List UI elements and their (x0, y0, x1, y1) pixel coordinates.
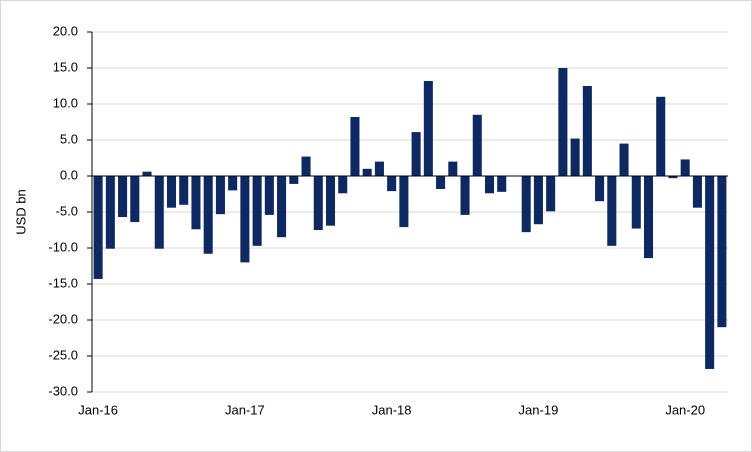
bar (362, 168, 372, 176)
bar (533, 176, 543, 225)
bar (423, 80, 433, 176)
bar (692, 176, 702, 208)
x-tick-label: Jan-19 (519, 402, 559, 417)
bar (656, 96, 666, 176)
bar (105, 176, 115, 249)
bar (277, 176, 287, 238)
y-tick-label: -5.0 (56, 203, 78, 218)
bar (240, 176, 250, 263)
bar (411, 132, 421, 176)
bar (436, 176, 446, 189)
bar (595, 176, 605, 202)
bar (374, 161, 384, 176)
y-axis-label: USD bn (13, 189, 28, 235)
bar (154, 176, 164, 249)
x-tick-label: Jan-20 (665, 402, 705, 417)
bar (142, 171, 152, 176)
bar (570, 138, 580, 176)
bar (705, 176, 715, 369)
bar (166, 176, 177, 208)
bar (338, 176, 348, 194)
bar (497, 176, 507, 192)
bar (399, 176, 409, 228)
bar (203, 176, 213, 254)
bar (313, 176, 323, 230)
y-tick-label: -25.0 (48, 347, 78, 362)
bar (582, 86, 592, 176)
bar (558, 68, 568, 176)
y-tick-label: 10.0 (53, 95, 78, 110)
bar (484, 176, 495, 194)
bar (631, 176, 641, 229)
y-tick-label: -10.0 (48, 239, 78, 254)
bar (179, 176, 189, 205)
bar (387, 176, 397, 192)
bar (325, 176, 336, 226)
bar (680, 159, 690, 176)
bar (521, 176, 531, 233)
x-tick-label: Jan-16 (78, 402, 118, 417)
x-tick-label: Jan-18 (372, 402, 412, 417)
bar (252, 176, 262, 246)
bar (448, 161, 458, 176)
bar (301, 156, 311, 176)
bar (264, 176, 274, 215)
bar (607, 176, 617, 246)
bar (460, 176, 470, 215)
bar (130, 176, 140, 223)
bar (717, 176, 727, 328)
bar (289, 176, 299, 184)
x-tick-label: Jan-17 (225, 402, 265, 417)
y-tick-label: 15.0 (53, 59, 78, 74)
bar (643, 176, 654, 259)
bar (619, 143, 629, 176)
bar (93, 176, 103, 279)
y-tick-label: 0.0 (60, 167, 78, 182)
y-tick-label: -15.0 (48, 275, 78, 290)
bar (350, 116, 360, 176)
y-tick-label: -30.0 (48, 383, 78, 398)
y-tick-label: 5.0 (60, 131, 78, 146)
bar (228, 176, 238, 191)
bar (668, 176, 678, 179)
bar (191, 176, 201, 230)
bar (472, 114, 482, 176)
bar (215, 176, 225, 215)
bar (546, 176, 556, 212)
y-tick-label: 20.0 (53, 23, 78, 38)
y-tick-label: -20.0 (48, 311, 78, 326)
bar (118, 176, 128, 218)
